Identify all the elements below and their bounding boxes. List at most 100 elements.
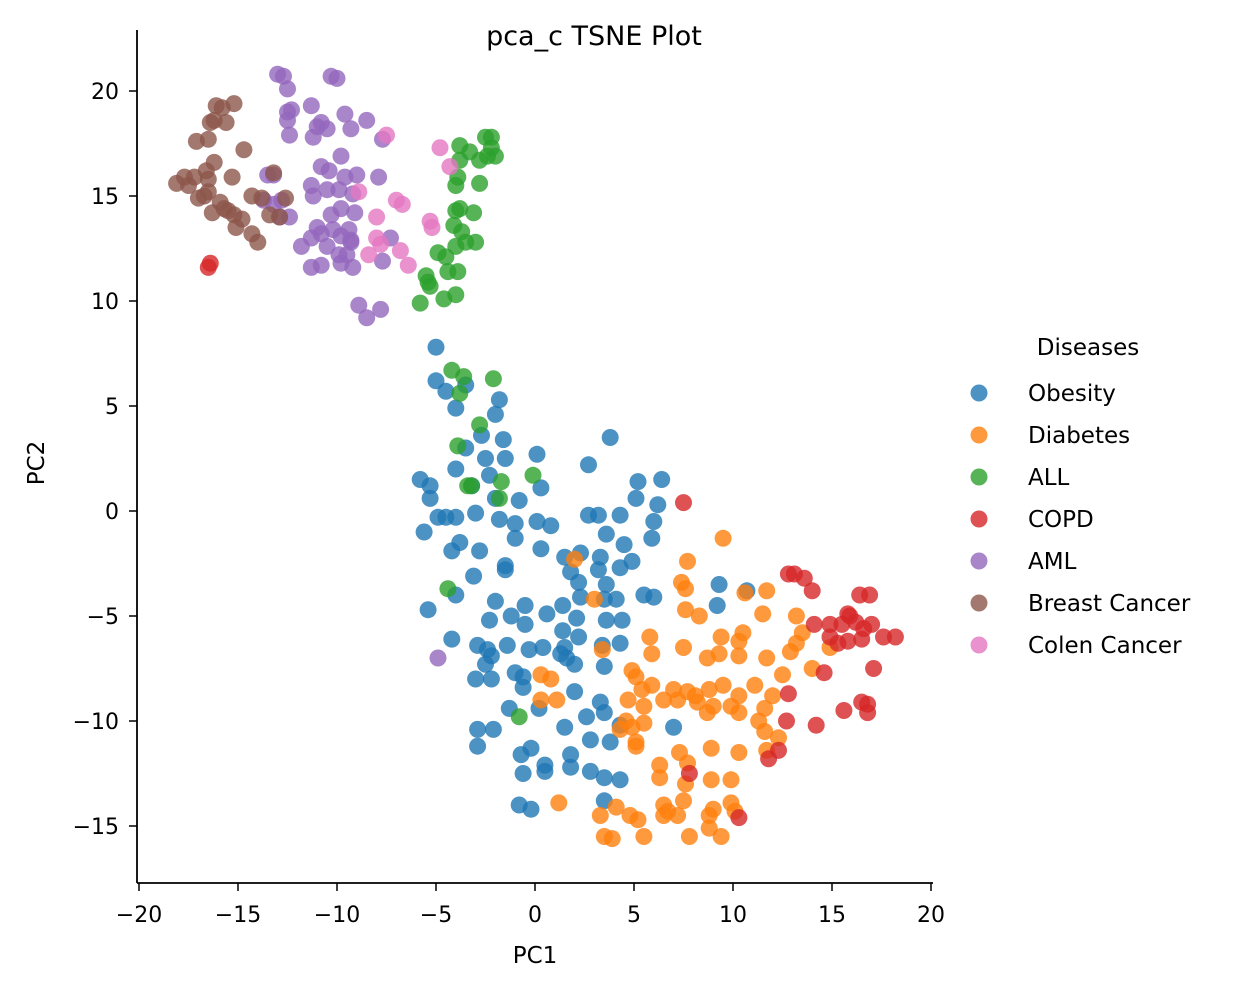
- point-copd: [795, 569, 813, 587]
- x-tick-label: −10: [314, 903, 360, 928]
- point-obesity: [415, 523, 433, 541]
- point-obesity: [589, 506, 607, 524]
- point-obesity: [581, 762, 599, 780]
- point-copd: [859, 704, 877, 722]
- point-colen-cancer: [368, 208, 386, 226]
- point-breast-cancer: [213, 99, 231, 117]
- point-diabetes: [566, 550, 584, 568]
- point-obesity: [629, 473, 647, 491]
- point-obesity: [443, 630, 461, 648]
- point-all: [492, 473, 510, 491]
- points-layer: [168, 65, 904, 848]
- point-diabetes: [651, 756, 669, 774]
- point-aml: [332, 147, 350, 165]
- point-diabetes: [700, 681, 718, 698]
- point-obesity: [421, 477, 439, 495]
- point-obesity: [597, 576, 615, 593]
- point-copd: [803, 582, 821, 600]
- point-obesity: [506, 529, 524, 547]
- point-diabetes: [730, 704, 748, 722]
- point-obesity: [611, 634, 629, 652]
- point-aml: [320, 162, 338, 180]
- y-tick-label: 0: [105, 500, 119, 525]
- point-obesity: [562, 746, 580, 764]
- point-obesity: [580, 456, 597, 474]
- point-obesity: [568, 609, 586, 627]
- point-obesity: [611, 771, 629, 789]
- point-aml: [312, 225, 330, 243]
- point-obesity: [522, 800, 540, 818]
- point-diabetes: [680, 828, 698, 845]
- legend-marker-obesity: [970, 384, 988, 402]
- point-aml: [336, 105, 354, 123]
- x-tick-label: 15: [818, 903, 846, 928]
- point-obesity: [496, 561, 514, 579]
- point-obesity: [490, 510, 508, 528]
- point-obesity: [649, 496, 667, 514]
- point-diabetes: [550, 794, 568, 812]
- point-colen-cancer: [360, 246, 378, 264]
- point-diabetes: [690, 607, 708, 625]
- point-all: [451, 384, 469, 402]
- legend-marker-copd: [970, 510, 988, 528]
- point-obesity: [645, 513, 663, 530]
- point-diabetes: [700, 807, 718, 824]
- point-diabetes: [635, 697, 653, 715]
- point-diabetes: [679, 552, 696, 570]
- point-diabetes: [675, 792, 692, 810]
- point-obesity: [578, 708, 595, 726]
- point-obesity: [469, 737, 487, 755]
- y-tick-label: 20: [91, 80, 119, 105]
- point-diabetes: [756, 699, 774, 717]
- point-aml: [372, 300, 390, 318]
- point-breast-cancer: [203, 204, 221, 222]
- legend-label-all: ALL: [1028, 465, 1070, 491]
- point-aml: [332, 200, 350, 218]
- point-diabetes: [542, 670, 560, 688]
- point-obesity: [566, 655, 584, 673]
- point-copd: [779, 685, 797, 703]
- point-obesity: [627, 489, 645, 507]
- point-diabetes: [619, 691, 637, 709]
- point-obesity: [589, 561, 607, 579]
- point-obesity: [465, 567, 483, 585]
- point-diabetes: [591, 807, 609, 824]
- point-obesity: [611, 506, 629, 524]
- point-diabetes: [677, 580, 694, 598]
- legend-marker-colen-cancer: [970, 636, 988, 654]
- point-obesity: [498, 636, 516, 654]
- point-obesity: [532, 479, 550, 497]
- point-obesity: [643, 529, 661, 547]
- point-aml: [342, 120, 360, 138]
- point-all: [465, 204, 483, 222]
- point-all: [439, 580, 457, 598]
- point-obesity: [601, 429, 619, 446]
- x-tick-label: −20: [116, 903, 162, 928]
- point-diabetes: [710, 645, 728, 663]
- point-breast-cancer: [227, 219, 245, 236]
- point-obesity: [481, 611, 498, 629]
- legend-label-copd: COPD: [1028, 507, 1094, 533]
- point-diabetes: [593, 641, 611, 659]
- point-breast-cancer: [277, 189, 294, 207]
- point-all: [467, 233, 485, 251]
- point-obesity: [528, 513, 546, 530]
- point-diabetes: [702, 739, 720, 757]
- point-obesity: [520, 641, 538, 659]
- point-diabetes: [793, 624, 811, 642]
- point-diabetes: [627, 737, 645, 755]
- point-obesity: [514, 765, 532, 782]
- point-diabetes: [770, 729, 787, 747]
- legend-label-colen-cancer: Colen Cancer: [1028, 633, 1182, 659]
- point-copd: [835, 702, 853, 719]
- y-tick-label: 5: [105, 395, 119, 420]
- point-all: [484, 370, 502, 388]
- point-obesity: [595, 657, 613, 675]
- point-diabetes: [774, 666, 791, 684]
- point-aml: [370, 168, 388, 186]
- point-aml: [281, 126, 298, 144]
- point-obesity: [566, 683, 584, 701]
- point-obesity: [570, 573, 588, 591]
- point-all: [447, 177, 465, 194]
- point-diabetes: [675, 639, 692, 656]
